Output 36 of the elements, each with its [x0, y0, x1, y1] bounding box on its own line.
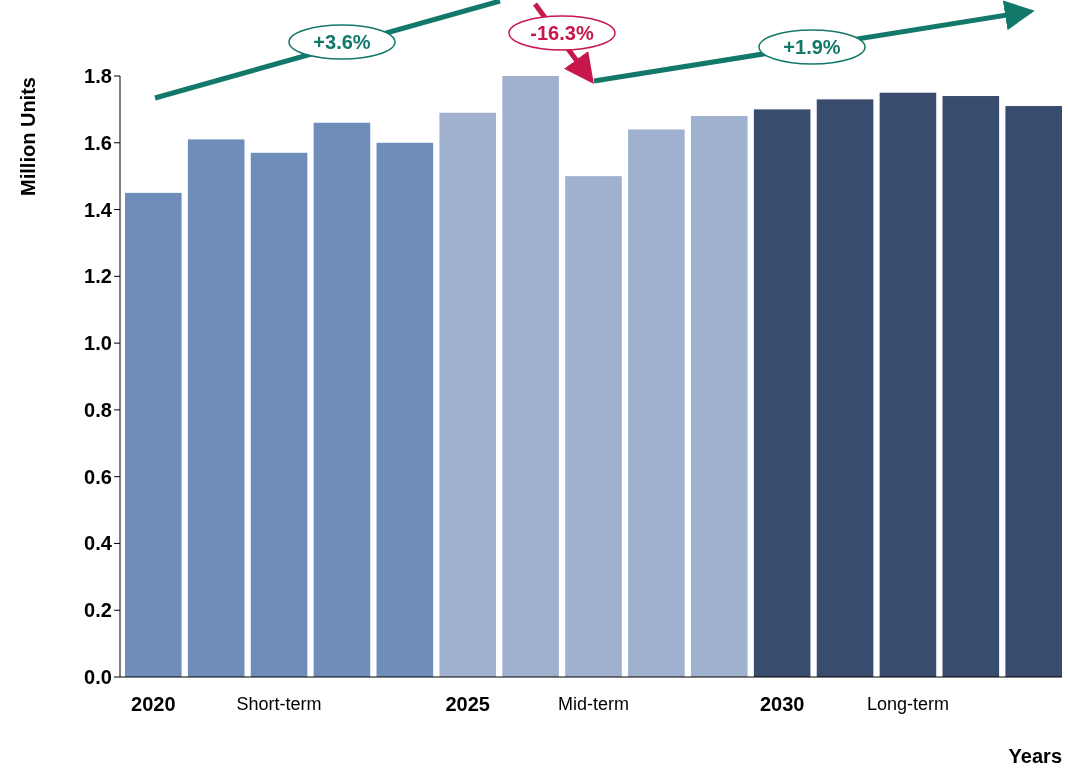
- x-tick-label: 2020: [131, 693, 176, 715]
- bar: [753, 109, 811, 677]
- text: +1.9%: [783, 36, 841, 58]
- y-tick-label: 1.8: [84, 65, 112, 87]
- bar: [125, 192, 182, 677]
- bar: [690, 116, 748, 677]
- x-tick-label: 2030: [759, 693, 805, 715]
- text: Short-term: [236, 694, 322, 714]
- bar: [376, 142, 434, 677]
- bar: [439, 112, 497, 677]
- y-tick-label: 1.0: [84, 332, 112, 355]
- y-tick-label: 1.6: [84, 131, 112, 154]
- text: +3.6%: [313, 31, 371, 53]
- bar: [565, 176, 622, 677]
- bar: [942, 96, 1000, 677]
- bar: [313, 122, 371, 677]
- bar: [628, 129, 685, 677]
- y-tick-label: 0.8: [84, 398, 112, 421]
- y-tick-label: 1.4: [84, 198, 113, 221]
- x-tick-label: 2025: [445, 693, 490, 715]
- bar: [187, 139, 245, 677]
- y-tick-label: 0.6: [84, 465, 112, 488]
- bar: [502, 76, 559, 677]
- y-tick-label: 0.0: [84, 666, 112, 688]
- y-tick-label: 0.2: [84, 599, 112, 622]
- text: -16.3%: [530, 22, 594, 44]
- y-axis-title: Million Units: [17, 77, 39, 196]
- bar: [250, 152, 308, 677]
- bar: [1005, 106, 1062, 677]
- y-tick-label: 1.2: [84, 265, 112, 288]
- y-tick-label: 0.4: [84, 532, 113, 555]
- text: Long-term: [866, 694, 949, 714]
- text: Mid-term: [558, 694, 629, 714]
- bar: [879, 92, 937, 677]
- x-axis-title: Years: [1008, 745, 1062, 767]
- bar: [816, 99, 874, 677]
